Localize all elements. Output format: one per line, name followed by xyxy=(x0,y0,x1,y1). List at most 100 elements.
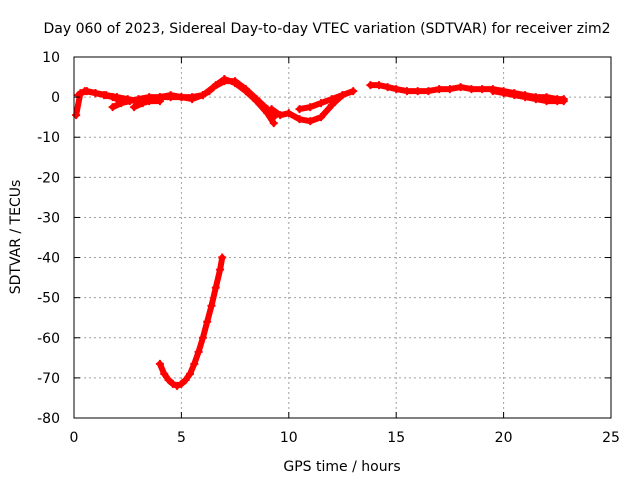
data-point-marker xyxy=(220,77,229,86)
data-point-marker xyxy=(327,95,336,104)
series-sat-c xyxy=(108,77,278,122)
data-point-marker xyxy=(216,265,225,274)
x-tick-label: 20 xyxy=(495,430,513,446)
data-point-marker xyxy=(91,89,100,98)
data-point-marker xyxy=(211,283,220,292)
data-point-marker xyxy=(203,317,212,326)
series-sat-d xyxy=(130,97,164,112)
y-tick-label: 10 xyxy=(42,50,60,66)
data-point-marker xyxy=(559,97,568,106)
x-tick-label: 0 xyxy=(70,430,79,446)
data-point-marker xyxy=(252,95,261,104)
data-point-marker xyxy=(125,97,134,106)
series-sat-i xyxy=(155,253,227,390)
data-point-marker xyxy=(521,93,530,102)
x-tick-label: 15 xyxy=(387,430,405,446)
data-point-marker xyxy=(276,111,285,120)
data-point-marker xyxy=(72,111,81,120)
y-tick-label: 0 xyxy=(51,90,60,106)
data-point-marker xyxy=(155,359,164,368)
data-point-marker xyxy=(488,87,497,96)
data-point-marker xyxy=(317,113,326,122)
data-point-marker xyxy=(164,375,173,384)
y-tick-label: -50 xyxy=(37,291,60,307)
x-tick-label: 10 xyxy=(280,430,298,446)
data-point-marker xyxy=(349,87,358,96)
y-tick-label: -60 xyxy=(37,331,60,347)
data-point-marker xyxy=(181,375,190,384)
plot-frame xyxy=(73,56,612,419)
data-point-marker xyxy=(241,85,250,94)
data-point-marker xyxy=(117,99,126,108)
data-point-marker xyxy=(112,93,121,102)
series-line xyxy=(156,254,226,389)
data-point-marker xyxy=(207,301,216,310)
chart-title: Day 060 of 2023, Sidereal Day-to-day VTE… xyxy=(44,21,611,37)
y-tick-label: -40 xyxy=(37,251,60,267)
data-point-marker xyxy=(531,95,540,104)
data-point-marker xyxy=(173,381,182,390)
data-point-marker xyxy=(102,91,111,100)
data-point-marker xyxy=(218,253,227,262)
data-point-marker xyxy=(402,87,411,96)
y-tick-label: -80 xyxy=(37,411,60,427)
data-point-marker xyxy=(194,347,203,356)
data-point-marker xyxy=(198,91,207,100)
grid xyxy=(74,57,611,418)
series-sat-h xyxy=(488,87,568,106)
data-point-marker xyxy=(185,369,194,378)
data-point-marker xyxy=(478,85,487,94)
data-point-marker xyxy=(267,105,276,114)
data-point-marker xyxy=(317,99,326,108)
data-point-marker xyxy=(338,91,347,100)
series-sat-f xyxy=(295,91,347,114)
data-point-marker xyxy=(295,105,304,114)
data-point-marker xyxy=(188,95,197,104)
y-tick-label: -10 xyxy=(37,130,60,146)
data-point-marker xyxy=(435,85,444,94)
data-point-marker xyxy=(108,103,117,112)
y-tick-label: -30 xyxy=(37,210,60,226)
data-point-marker xyxy=(198,333,207,342)
data-point-marker xyxy=(467,85,476,94)
data-point-marker xyxy=(177,93,186,102)
data-point-marker xyxy=(413,87,422,96)
data-point-marker xyxy=(306,103,315,112)
data-point-marker xyxy=(138,99,147,108)
data-point-marker xyxy=(366,81,375,90)
data-point-marker xyxy=(80,87,89,96)
data-point-marker xyxy=(190,359,199,368)
data-point-marker xyxy=(168,379,177,388)
data-point-marker xyxy=(145,97,154,106)
y-axis-label: SDTVAR / TECUs xyxy=(8,180,24,295)
x-axis-label: GPS time / hours xyxy=(283,459,400,475)
data-point-marker xyxy=(445,85,454,94)
data-point-marker xyxy=(424,87,433,96)
data-point-marker xyxy=(155,97,164,106)
data-point-marker xyxy=(160,369,169,378)
data-series xyxy=(72,75,568,390)
data-point-marker xyxy=(231,77,240,86)
x-tick-label: 25 xyxy=(602,430,620,446)
data-point-marker xyxy=(383,83,392,92)
data-point-marker xyxy=(542,97,551,106)
axis-ticks: 0 5 10 15 20 25 10 0 -10 -20 -30 -40 -50 -60 -70 -80 xyxy=(37,50,620,446)
x-tick-label: 5 xyxy=(177,430,186,446)
data-point-marker xyxy=(456,83,465,92)
data-point-marker xyxy=(392,85,401,94)
data-point-marker xyxy=(306,117,315,126)
data-point-marker xyxy=(130,103,139,112)
data-point-marker xyxy=(510,91,519,100)
data-point-marker xyxy=(375,81,384,90)
y-tick-label: -70 xyxy=(37,371,60,387)
data-point-marker xyxy=(209,83,218,92)
data-point-marker xyxy=(166,91,175,100)
data-point-marker xyxy=(499,89,508,98)
data-point-marker xyxy=(295,115,304,124)
data-point-marker xyxy=(74,91,83,100)
y-tick-label: -20 xyxy=(37,170,60,186)
data-point-marker xyxy=(177,379,186,388)
data-point-marker xyxy=(269,113,278,122)
